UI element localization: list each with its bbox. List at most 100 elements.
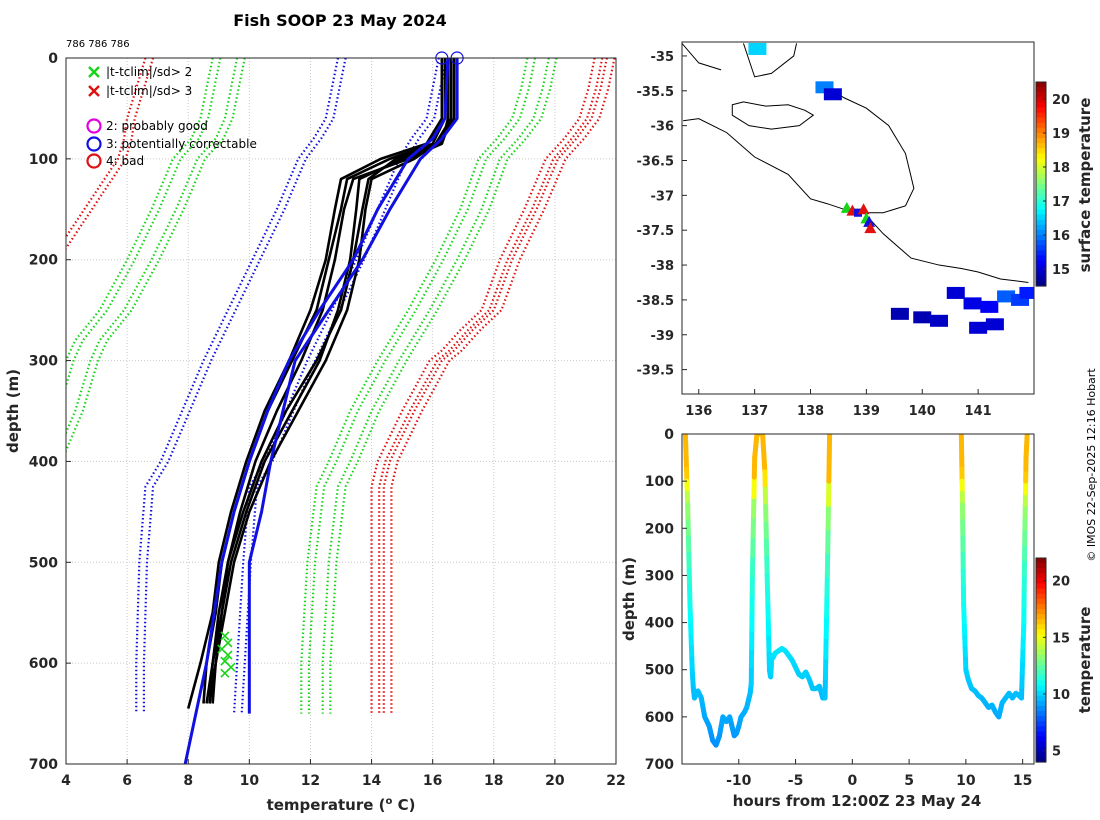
map-y-tick-label: -37.5 <box>637 224 674 239</box>
map-y-tick-label: -36 <box>651 120 675 135</box>
colorbar-segment <box>1036 665 1046 671</box>
sst-patch <box>946 286 965 299</box>
coastline-north-west <box>682 43 722 71</box>
colorbar-segment <box>1036 588 1046 595</box>
map-x-tick-label: 141 <box>965 404 992 419</box>
colorbar-segment <box>1036 224 1046 231</box>
profile-axes-box <box>65 57 617 765</box>
section-x-tick-label: 10 <box>956 773 976 789</box>
climatology-line-green <box>321 58 550 714</box>
climatology-line-blue <box>135 58 340 714</box>
profile-line-black <box>186 58 444 709</box>
colorbar-tick-label: 15 <box>1052 263 1070 278</box>
flag-marker-green <box>223 650 233 660</box>
profile-y-tick-label: 0 <box>48 51 58 67</box>
colorbar-segment <box>1036 746 1046 753</box>
colorbar-segment <box>1036 184 1046 190</box>
ship-marker-triangle <box>857 203 870 215</box>
climatology-line-blue <box>142 58 347 714</box>
section-x-tick-label: 0 <box>847 773 857 789</box>
profile-y-tick-label: 600 <box>29 656 58 672</box>
profile-x-tick-label: 22 <box>606 773 625 789</box>
section-y-tick-label: 700 <box>645 757 674 773</box>
colorbar-segment <box>1036 660 1046 666</box>
sst-patch <box>1019 286 1034 299</box>
colorbar-segment <box>1036 598 1046 605</box>
map-x-tick-label: 137 <box>741 404 768 419</box>
profile-x-tick-label: 12 <box>301 773 320 789</box>
section-x-tick-label: 5 <box>904 773 914 789</box>
colorbar-segment <box>1036 214 1046 221</box>
coastline-gulf <box>832 90 915 214</box>
map-x-tick-label: 139 <box>853 404 880 419</box>
colorbar-segment <box>1036 721 1046 727</box>
colorbar-segment <box>1036 148 1046 154</box>
climatology-line-green <box>66 58 214 365</box>
profile-y-tick-label: 700 <box>29 757 58 773</box>
colorbar-segment <box>1036 695 1046 702</box>
colorbar-segment <box>1036 685 1046 692</box>
sst-patch <box>985 318 1004 331</box>
section-y-tick-label: 400 <box>645 616 674 632</box>
colorbar-segment <box>1036 133 1046 139</box>
climatology-line-blue <box>232 58 440 714</box>
profile-x-label: temperature (o C) <box>267 796 416 814</box>
colorbar-segment <box>1036 573 1046 579</box>
profile-line-blue <box>183 58 450 764</box>
colorbar-segment <box>1036 741 1046 748</box>
flag-marker-green <box>220 668 230 678</box>
map-y-tick-label: -35.5 <box>637 85 674 100</box>
climatology-line-green <box>300 58 529 714</box>
sst-patch <box>997 290 1016 303</box>
profile-y-tick-label: 100 <box>29 152 58 168</box>
section-y-tick-label: 200 <box>645 521 674 537</box>
ship-marker-square <box>854 208 862 217</box>
section-y-tick-label: 500 <box>645 663 674 679</box>
map-y-tick-label: -38.5 <box>637 294 674 309</box>
section-x-tick-label: -10 <box>726 773 752 789</box>
map-colorbar: 15 16 17 18 19 20 <box>1035 81 1070 287</box>
map-y-tick-label: -39 <box>651 329 675 344</box>
ship-marker-triangle <box>864 222 877 234</box>
colorbar-segment <box>1036 705 1046 712</box>
profile-x-tick-label: 10 <box>240 773 260 789</box>
colorbar-frame <box>1035 81 1047 287</box>
legend-marker-circle <box>86 136 102 152</box>
colorbar-segment <box>1036 102 1046 109</box>
legend-marker-circle <box>86 153 102 169</box>
sst-patch <box>930 314 949 327</box>
colorbar-segment <box>1036 670 1046 676</box>
climatology-line-green <box>66 58 246 454</box>
legend-label: |t-tclim|/sd> 3 <box>106 84 192 98</box>
colorbar-segment <box>1036 639 1046 646</box>
colorbar-segment <box>1036 168 1046 175</box>
x-label-sup: o <box>385 796 392 807</box>
map-y-tick-label: -38 <box>651 259 675 274</box>
colorbar-segment <box>1036 127 1046 134</box>
section-axes-box <box>681 433 1035 765</box>
colorbar-segment <box>1036 173 1046 180</box>
colorbar-segment <box>1036 163 1046 170</box>
map-y-ticks: -35 -35.5 -36 -36.5 -37 -37.5 -38 -38.5 -39 -39.5 <box>637 50 687 379</box>
id-label: 786 786 786 <box>66 39 130 50</box>
colorbar-segment <box>1036 280 1046 287</box>
ship-marker-triangle <box>863 215 876 227</box>
profile-legend: |t-tclim|/sd> 2 |t-tclim|/sd> 3 2: probabl… <box>86 65 257 169</box>
sst-patch <box>890 307 909 320</box>
colorbar-segment <box>1036 690 1046 697</box>
colorbar-segment <box>1036 189 1046 195</box>
colorbar-segment <box>1036 614 1046 620</box>
section-x-tick-label: 15 <box>1013 773 1032 789</box>
profile-line-blue <box>247 58 459 714</box>
colorbar-segment <box>1036 87 1046 93</box>
colorbar-segment <box>1036 593 1046 600</box>
map-panel: 136 137 138 139 140 141 -35-35.5-36-36.5-37-3… <box>637 41 1094 419</box>
legend-label: |t-tclim|/sd> 2 <box>106 65 192 79</box>
map-y-tick-label: -35 <box>651 50 675 65</box>
colorbar-segment <box>1036 240 1046 246</box>
climatology-line-green <box>307 58 537 714</box>
colorbar-segment <box>1036 92 1046 98</box>
colorbar-segment <box>1036 245 1046 251</box>
sst-patch <box>969 321 988 334</box>
